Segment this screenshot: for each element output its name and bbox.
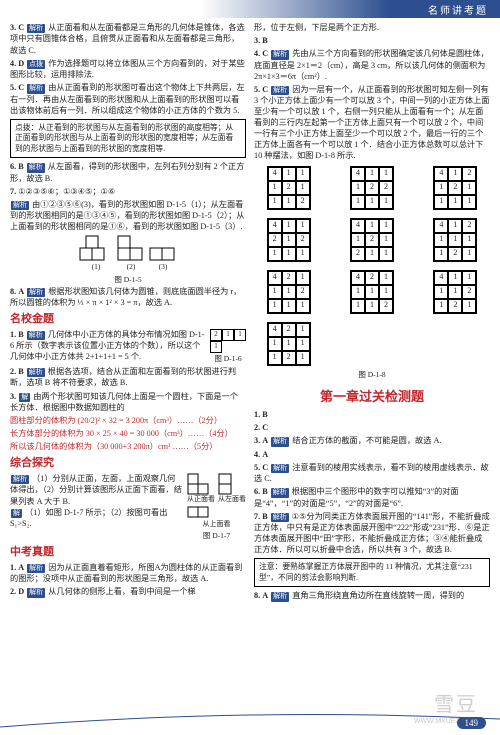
section-title-1: 名校金题	[10, 312, 246, 327]
chap-q7: 7. B 解析 ①⑤分为同类正方体表面展开图的“141”形，不能折叠成正方体，中…	[254, 511, 490, 556]
rq3: 3. B	[254, 35, 490, 46]
q5: 5. C 解析 由从正面看到的形状图可看出这个物体上下共两层，左右一列．再由从左…	[10, 82, 246, 116]
chap-q3: 3. A 解析 结合正方体的截面，不可能是圆，故选 A.	[254, 435, 490, 446]
fig-d15-caption: 图 D-1-5	[10, 275, 246, 285]
grid-6: 412111121	[433, 218, 477, 262]
grid-7: 421112111	[267, 270, 311, 314]
figure-d-1-5: (1) (2) (3)	[10, 235, 246, 272]
idea-tag: 点拨	[27, 60, 45, 69]
chap-q4: 4. A	[254, 449, 490, 460]
s1q3: 3. 解 由两个形状图可知该几何体上面是一个圆柱，下面是一个长方体．根据图中数据…	[10, 391, 246, 414]
chap-q8: 8. A 解析 直角三角形绕直角边所在直线旋转一周，得到的	[254, 590, 490, 601]
chapter-title: 第一章过关检测题	[254, 388, 490, 406]
calc-1: 圆柱部分的体积为 (20/2)² × 32 = 3 200π（cm³）……（2分…	[10, 415, 246, 426]
fig16-grid: 2 1 1 1	[210, 329, 246, 353]
cont-line: 形，位于左侧，下层是两个正方形.	[254, 22, 490, 33]
right-column: 形，位于左侧，下层是两个正方形. 3. B 4. C 解析 先由从三个方向看到的…	[254, 22, 490, 705]
page-header: 名师讲考题	[0, 0, 500, 18]
left-column: 3. C 解析 从正面看和从左面看都是三角形的几何体是锥体，各选项中只有圆锥体合…	[10, 22, 246, 705]
header-title: 名师讲考题	[428, 6, 488, 17]
s3q2: 2. D 解析 从几何体的侧形上看，看到中间是一个梯	[10, 586, 246, 597]
q7-analysis: 解析 由①②③⑤⑥(3)，看到的形状图如图 D-1-5（1）；从左面看到的形状图…	[10, 199, 246, 233]
calc-3: 所以该几何体的体积为（30 000+3 200π）cm³ ……（5分）	[10, 441, 246, 452]
rq5: 5. C 解析 因为一层有一个，从正面看到的形状图可知左侧一列有 3 个小正方体…	[254, 84, 490, 162]
grid-9: 411112121	[433, 270, 477, 314]
shape-3: (3)	[149, 235, 177, 272]
watermark-url: WWW.MXUEZ.COM	[414, 718, 478, 725]
tip-box-2: 注意：要熟练掌握正方体展开图中的 11 种情况，尤其注意“231型”，不同的剪法…	[254, 558, 490, 587]
calc-2: 长方体部分的体积为 30 × 25 × 40 = 30 000（cm³）……（4…	[10, 428, 246, 439]
tip-box-1: 点拨：从正看到的形状图与从左面看到的形状图的高度相等；从正面看到的形状图与从上面…	[10, 119, 246, 159]
shape-1: (1)	[79, 235, 113, 272]
grid-1: 411121112	[267, 166, 311, 210]
grid-4: 411212111	[267, 218, 311, 262]
section-title-3: 中考真题	[10, 545, 246, 560]
figure-d-1-6: 2 1 1 1 图 D-1-6	[210, 329, 246, 364]
shape-2: (2)	[117, 235, 145, 272]
s1q2: 2. B 解析 根据各选项，结合从正面和左面看到的形状图进行判断，选项 B 将不…	[10, 366, 246, 389]
chap-q1: 1. B	[254, 409, 490, 420]
grid-2: 411122111	[350, 166, 394, 210]
grid-5: 411121211	[350, 218, 394, 262]
q3: 3. C 解析 从正面看和从左面看都是三角形的几何体是锥体，各选项中只有圆锥体合…	[10, 22, 246, 56]
q6: 6. B 解析 从左面看，得到的形状图中，左列右列分别有 2 个正方形，故选 B…	[10, 161, 246, 184]
s3q1: 1. A 解析 因为从正面直着看矩形，所图A为圆柱体的从正面看到的图形；没项中从…	[10, 562, 246, 585]
chap-q2: 2. C	[254, 422, 490, 433]
fig-d18-caption: 图 D-1-8	[254, 370, 490, 380]
chap-q5: 5. C 解析 注意看到的棱用实线表示，看不到的棱用虚线表示．故选 C.	[254, 462, 490, 485]
section-title-2: 综合探究	[10, 456, 246, 471]
two-column-layout: 3. C 解析 从正面看和从左面看都是三角形的几何体是锥体，各选项中只有圆锥体合…	[0, 0, 500, 735]
chap-q6: 6. B 解析 根据图中三个图形中的数字可以推知“3”的对面是“4”，“1”的对…	[254, 486, 490, 509]
rq4: 4. C 解析 先由从三个方向看到的形状图确定该几何体是圆柱体，底面直径是 2×…	[254, 48, 490, 82]
q4: 4. D 点拨 作为选择题可以将立体图从三个方向看到的，对于某些图形比较，运用排…	[10, 58, 246, 81]
analysis-tag: 解析	[27, 24, 45, 33]
grid-3: 412121111	[433, 166, 477, 210]
figure-d-1-7: 从正面看 从左面看 从上面看 图 D-1-7	[187, 473, 246, 541]
s1q1: 2 1 1 1 图 D-1-6 1. B 解析 几何体中小正方体的具体分布情况如…	[10, 329, 246, 364]
q7: 7. ①②③⑤⑥；①③④⑤；①⑥	[10, 186, 246, 197]
grid-8: 421111112	[350, 270, 394, 314]
q8: 8. A 解析 根据形状图知该几何体为圆锥，则底底面圆半径为 r，所以圆锥的体积…	[10, 286, 246, 309]
grid-10: 421111121	[267, 322, 311, 366]
figure-d-1-8-gridset: 411121112 411122111 412121111 411212111 4111…	[254, 166, 490, 366]
s2-analysis: 从正面看 从左面看 从上面看 图 D-1-7 解析 （1）分别从正面，左面，上面…	[10, 473, 246, 541]
